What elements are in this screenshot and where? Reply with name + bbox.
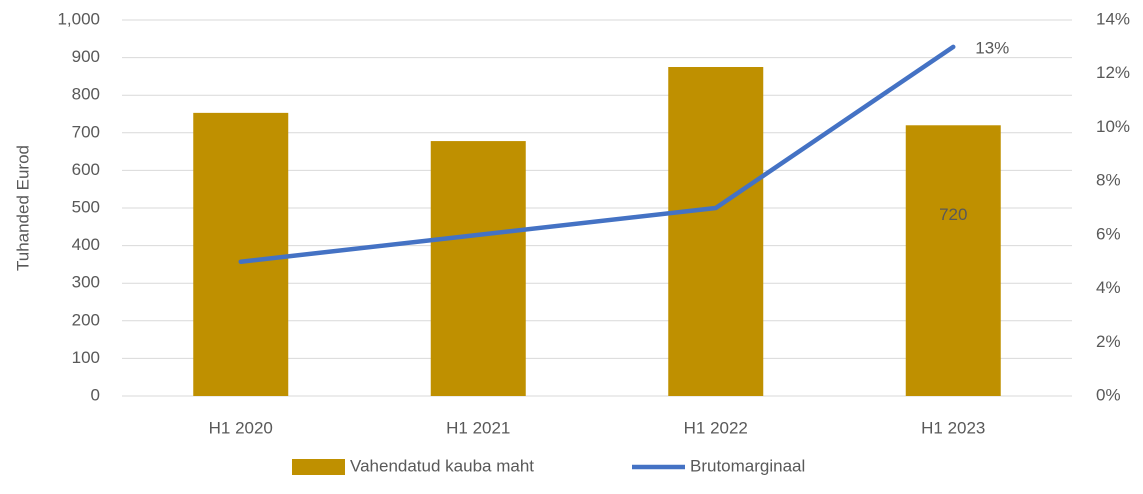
bar — [668, 67, 764, 396]
legend-label: Brutomarginaal — [690, 456, 805, 475]
y2-tick-label: 10% — [1096, 117, 1130, 136]
y-tick-label: 0 — [91, 385, 100, 404]
y2-tick-label: 0% — [1096, 385, 1121, 404]
y-tick-label: 1,000 — [57, 9, 100, 28]
bar — [905, 125, 1001, 396]
y-axis-label: Tuhanded Eurod — [13, 145, 32, 271]
y-tick-label: 300 — [72, 273, 100, 292]
y-tick-label: 500 — [72, 197, 100, 216]
y-tick-label: 900 — [72, 47, 100, 66]
y-tick-label: 700 — [72, 122, 100, 141]
legend-swatch — [292, 459, 345, 475]
y-tick-label: 100 — [72, 348, 100, 367]
x-tick-label: H1 2020 — [209, 418, 273, 437]
line — [238, 44, 956, 264]
y-tick-label: 400 — [72, 235, 100, 254]
y2-tick-label: 12% — [1096, 63, 1130, 82]
x-tick-label: H1 2022 — [684, 418, 748, 437]
bar — [193, 112, 289, 396]
y2-tick-label: 8% — [1096, 171, 1121, 190]
x-tick-label: H1 2021 — [446, 418, 510, 437]
data-label: 13% — [975, 38, 1009, 57]
y-tick-label: 800 — [72, 85, 100, 104]
y2-tick-label: 2% — [1096, 332, 1121, 351]
data-label: 720 — [939, 205, 967, 224]
bar — [430, 141, 526, 396]
y-tick-label: 200 — [72, 310, 100, 329]
legend-label: Vahendatud kauba maht — [350, 456, 534, 475]
x-tick-label: H1 2023 — [921, 418, 985, 437]
y2-tick-label: 6% — [1096, 224, 1121, 243]
y-tick-label: 600 — [72, 160, 100, 179]
y2-tick-label: 14% — [1096, 9, 1130, 28]
y2-tick-label: 4% — [1096, 278, 1121, 297]
